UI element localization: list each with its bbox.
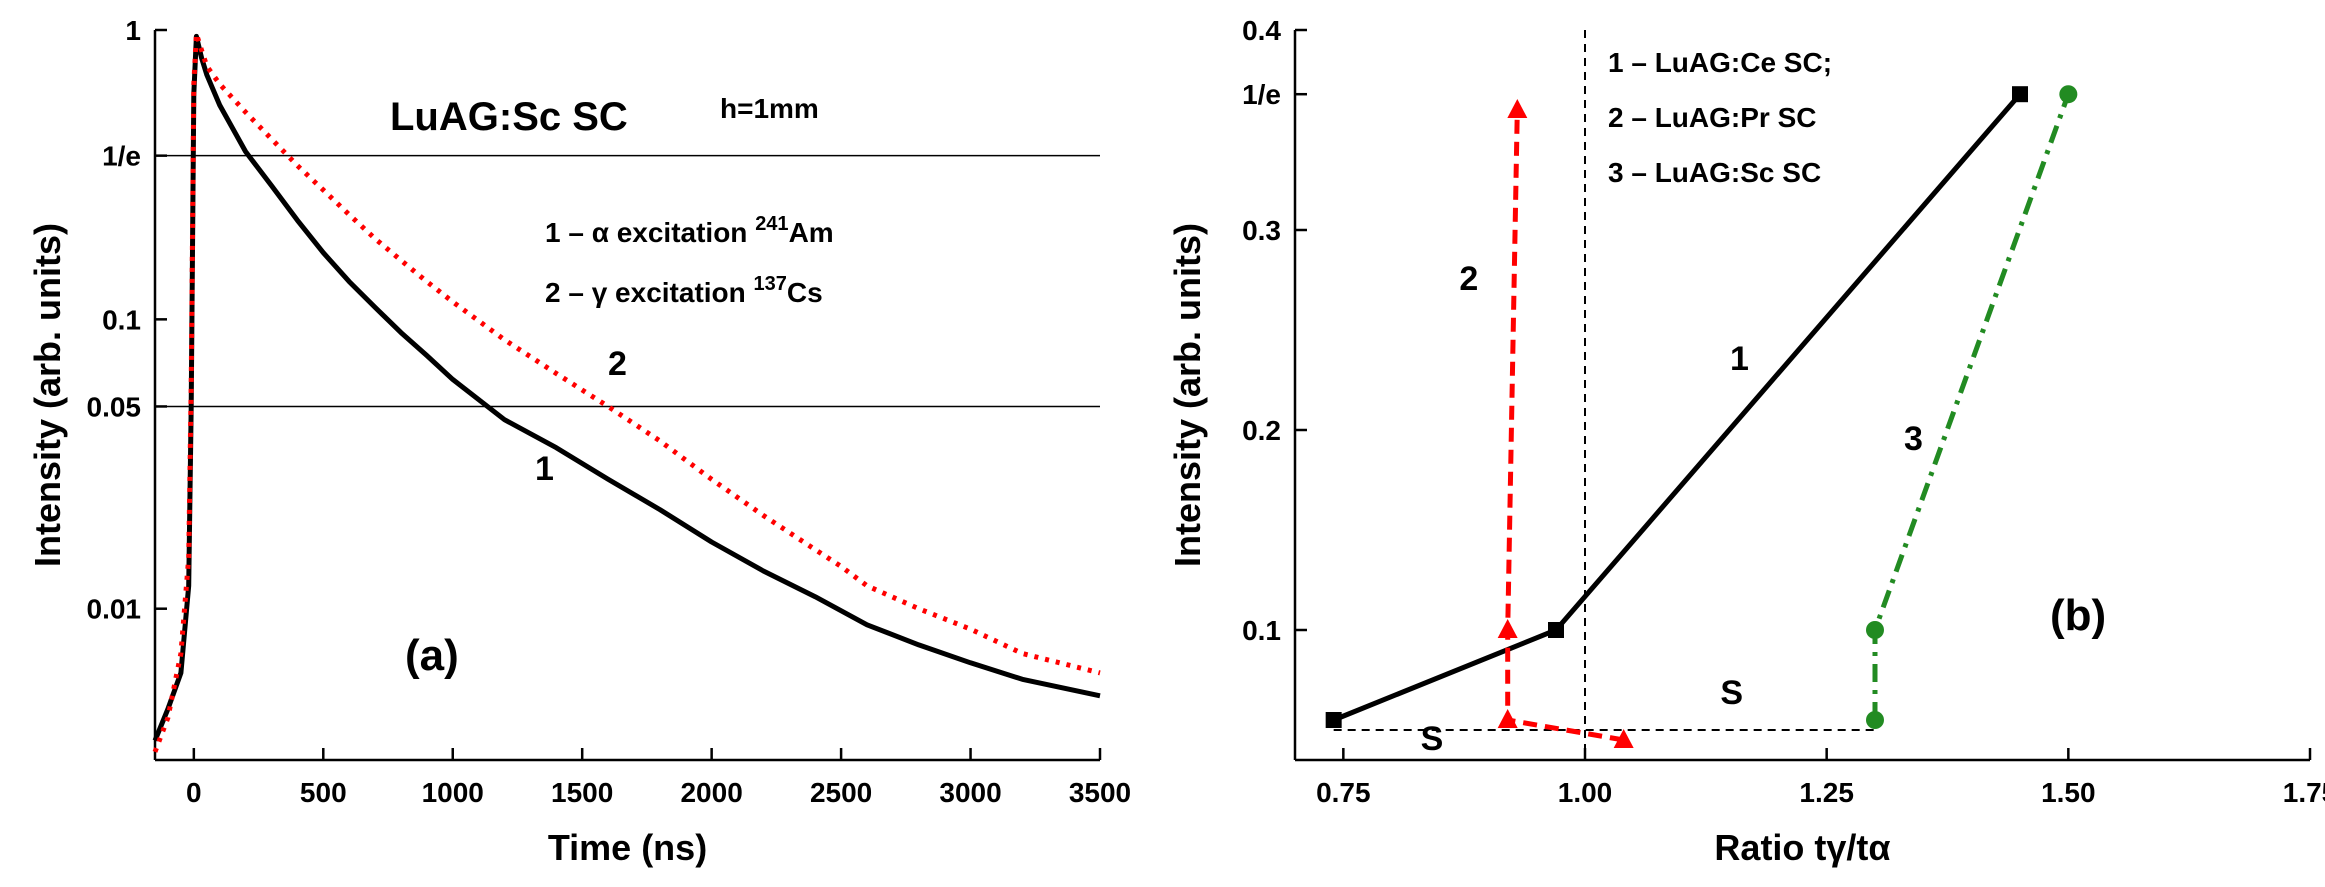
y-axis-title: Intensity (arb. units)	[1167, 223, 1208, 567]
x-tick-label: 1.25	[1799, 777, 1854, 808]
panel-subtitle: h=1mm	[720, 93, 819, 124]
series-1-marker	[1548, 622, 1564, 638]
x-tick-label: 1.75	[2283, 777, 2325, 808]
series-3-marker	[1866, 621, 1884, 639]
legend-entry: 2 – γ excitation 137Cs	[545, 273, 823, 308]
y-tick-label: 1/e	[1242, 79, 1281, 110]
legend-entry: 3 – LuAG:Sc SC	[1608, 157, 1821, 188]
x-tick-label: 3500	[1069, 777, 1131, 808]
series-3-marker	[2059, 85, 2078, 104]
x-tick-label: 1.50	[2041, 777, 2096, 808]
panel-title: LuAG:Sc SC	[390, 95, 628, 139]
series-2-label: 2	[608, 345, 627, 383]
legend-text: Am	[789, 217, 834, 248]
legend-text: excitation	[609, 217, 755, 248]
panel-a: 0 500 1000 1500 2000 2500 3000 3500 1 1/e 0.1 0.05 0…	[27, 15, 1131, 868]
x-tick-label: 0	[186, 777, 202, 808]
series-2-line	[1505, 109, 1625, 743]
y-tick-label: 0.4	[1242, 15, 1281, 46]
series-1-label: 1	[535, 450, 554, 488]
y-axis-title: Intensity (arb. units)	[27, 223, 68, 567]
y-tick-label: 0.01	[87, 594, 142, 625]
legend-entry: 1 – LuAG:Ce SC;	[1608, 47, 1832, 78]
legend-superscript: 241	[755, 213, 788, 235]
x-axis-title: Time (ns)	[548, 827, 707, 868]
panel-label: (a)	[405, 631, 459, 680]
series-3-line	[1872, 93, 2071, 720]
series-3-marker	[1866, 711, 1884, 729]
panel-b: 0.75 1.00 1.25 1.50 1.75 0.4 1/e 0.3 0.2 0.1 Ratio…	[1167, 15, 2325, 868]
series-1-line	[1332, 92, 2022, 723]
legend-text: 1 –	[545, 217, 592, 248]
y-tick-label: 0.3	[1242, 215, 1281, 246]
annotation-label: S	[1421, 720, 1444, 758]
series-2-marker	[1497, 709, 1518, 728]
series-2-marker	[1497, 619, 1518, 638]
series-2-line	[152, 31, 1101, 753]
legend-text: Cs	[787, 277, 823, 308]
y-tick-label: 0.05	[87, 391, 142, 422]
y-tick-label: 0.2	[1242, 415, 1281, 446]
x-tick-label: 2500	[810, 777, 872, 808]
legend-text: 2 –	[545, 277, 592, 308]
series-1-marker	[1325, 712, 1342, 728]
annotation-label: S	[1720, 674, 1743, 712]
x-tick-label: 1.00	[1558, 777, 1613, 808]
y-tick-label: 0.1	[102, 304, 141, 335]
legend-entry: 2 – LuAG:Pr SC	[1608, 102, 1816, 133]
x-tick-label: 2000	[680, 777, 742, 808]
y-tick-label: 1	[125, 15, 141, 46]
legend-text: γ	[592, 277, 608, 308]
legend-superscript: 137	[754, 273, 787, 295]
x-tick-label: 500	[300, 777, 347, 808]
series-1-label: 1	[1730, 340, 1749, 378]
legend-text: excitation	[607, 277, 753, 308]
y-tick-label: 0.1	[1242, 615, 1281, 646]
legend-text: α	[592, 217, 609, 248]
x-axis-title: Ratio tγ/tα	[1714, 827, 1890, 868]
x-tick-label: 0.75	[1316, 777, 1371, 808]
series-2-marker	[1507, 99, 1528, 118]
series-1-marker	[2012, 86, 2028, 103]
series-2-label: 2	[1459, 260, 1478, 298]
series-3-label: 3	[1904, 420, 1923, 458]
series-2-marker	[1613, 729, 1634, 748]
x-tick-label: 1000	[422, 777, 484, 808]
y-tick-label: 1/e	[102, 141, 141, 172]
x-tick-label: 3000	[939, 777, 1001, 808]
legend-entry: 1 – α excitation 241Am	[545, 213, 834, 248]
x-tick-label: 1500	[551, 777, 613, 808]
panel-label: (b)	[2050, 591, 2106, 640]
series-1-line	[152, 33, 1101, 742]
